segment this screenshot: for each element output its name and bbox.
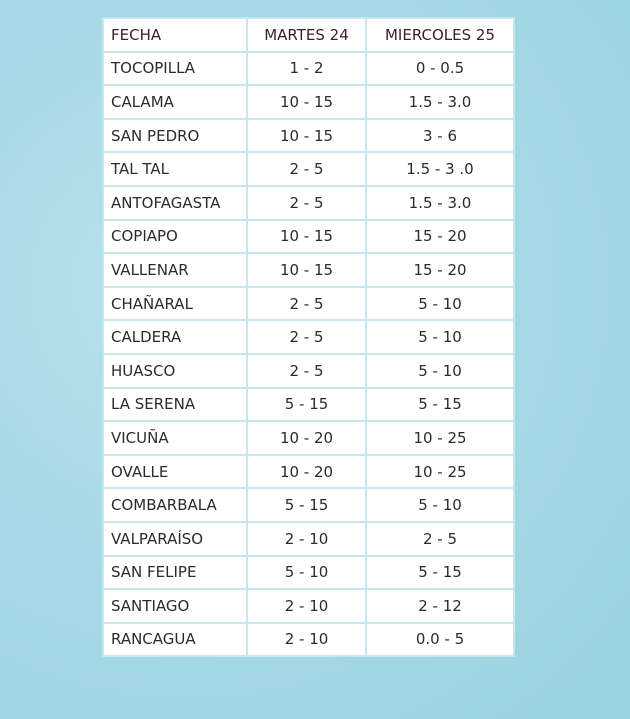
table-row: SAN PEDRO 10 - 15 3 - 6 (102, 117, 515, 154)
header-martes: MARTES 24 (246, 17, 367, 53)
table-row: SAN FELIPE 5 - 10 5 - 15 (102, 554, 515, 591)
city-cell: TOCOPILLA (102, 50, 248, 87)
header-miercoles: MIERCOLES 25 (365, 17, 515, 53)
martes-cell: 2 - 5 (246, 184, 367, 221)
miercoles-cell: 15 - 20 (365, 218, 515, 255)
header-fecha: FECHA (102, 17, 248, 53)
miercoles-cell: 1.5 - 3.0 (365, 184, 515, 221)
city-cell: COMBARBALA (102, 487, 248, 523)
martes-cell: 2 - 10 (246, 520, 367, 557)
miercoles-cell: 1.5 - 3.0 (365, 84, 515, 120)
table-row: VALPARAÍSO 2 - 10 2 - 5 (102, 520, 515, 557)
martes-cell: 10 - 20 (246, 453, 367, 490)
city-cell: TAL TAL (102, 151, 248, 187)
martes-cell: 2 - 5 (246, 285, 367, 322)
miercoles-cell: 0.0 - 5 (365, 621, 515, 658)
martes-cell: 5 - 15 (246, 487, 367, 523)
martes-cell: 5 - 15 (246, 386, 367, 423)
miercoles-cell: 5 - 10 (365, 352, 515, 389)
table-row: VICUÑA 10 - 20 10 - 25 (102, 420, 515, 456)
martes-cell: 10 - 15 (246, 218, 367, 255)
table-row: VALLENAR 10 - 15 15 - 20 (102, 252, 515, 288)
miercoles-cell: 5 - 15 (365, 386, 515, 423)
miercoles-cell: 3 - 6 (365, 117, 515, 154)
martes-cell: 2 - 5 (246, 352, 367, 389)
city-cell: HUASCO (102, 352, 248, 389)
forecast-table: FECHA MARTES 24 MIERCOLES 25 TOCOPILLA 1 … (102, 17, 515, 658)
city-cell: RANCAGUA (102, 621, 248, 658)
miercoles-cell: 1.5 - 3 .0 (365, 151, 515, 187)
miercoles-cell: 10 - 25 (365, 420, 515, 456)
martes-cell: 2 - 5 (246, 319, 367, 355)
city-cell: CALDERA (102, 319, 248, 355)
miercoles-cell: 5 - 15 (365, 554, 515, 591)
city-cell: CALAMA (102, 84, 248, 120)
table-row: RANCAGUA 2 - 10 0.0 - 5 (102, 621, 515, 658)
city-cell: SANTIAGO (102, 588, 248, 624)
miercoles-cell: 5 - 10 (365, 285, 515, 322)
martes-cell: 2 - 10 (246, 588, 367, 624)
city-cell: COPIAPO (102, 218, 248, 255)
martes-cell: 10 - 15 (246, 252, 367, 288)
miercoles-cell: 2 - 5 (365, 520, 515, 557)
martes-cell: 1 - 2 (246, 50, 367, 87)
city-cell: OVALLE (102, 453, 248, 490)
table-row: CALAMA 10 - 15 1.5 - 3.0 (102, 84, 515, 120)
table-header-row: FECHA MARTES 24 MIERCOLES 25 (102, 17, 515, 53)
table-row: COMBARBALA 5 - 15 5 - 10 (102, 487, 515, 523)
city-cell: ANTOFAGASTA (102, 184, 248, 221)
city-cell: SAN FELIPE (102, 554, 248, 591)
table-row: OVALLE 10 - 20 10 - 25 (102, 453, 515, 490)
city-cell: SAN PEDRO (102, 117, 248, 154)
martes-cell: 2 - 10 (246, 621, 367, 658)
miercoles-cell: 15 - 20 (365, 252, 515, 288)
martes-cell: 10 - 15 (246, 84, 367, 120)
table-row: SANTIAGO 2 - 10 2 - 12 (102, 588, 515, 624)
martes-cell: 2 - 5 (246, 151, 367, 187)
martes-cell: 10 - 20 (246, 420, 367, 456)
table-row: TAL TAL 2 - 5 1.5 - 3 .0 (102, 151, 515, 187)
city-cell: VALLENAR (102, 252, 248, 288)
miercoles-cell: 10 - 25 (365, 453, 515, 490)
city-cell: LA SERENA (102, 386, 248, 423)
miercoles-cell: 5 - 10 (365, 319, 515, 355)
martes-cell: 10 - 15 (246, 117, 367, 154)
city-cell: VALPARAÍSO (102, 520, 248, 557)
table-row: ANTOFAGASTA 2 - 5 1.5 - 3.0 (102, 184, 515, 221)
table-row: LA SERENA 5 - 15 5 - 15 (102, 386, 515, 423)
miercoles-cell: 2 - 12 (365, 588, 515, 624)
city-cell: VICUÑA (102, 420, 248, 456)
miercoles-cell: 0 - 0.5 (365, 50, 515, 87)
city-cell: CHAÑARAL (102, 285, 248, 322)
table-row: COPIAPO 10 - 15 15 - 20 (102, 218, 515, 255)
miercoles-cell: 5 - 10 (365, 487, 515, 523)
martes-cell: 5 - 10 (246, 554, 367, 591)
